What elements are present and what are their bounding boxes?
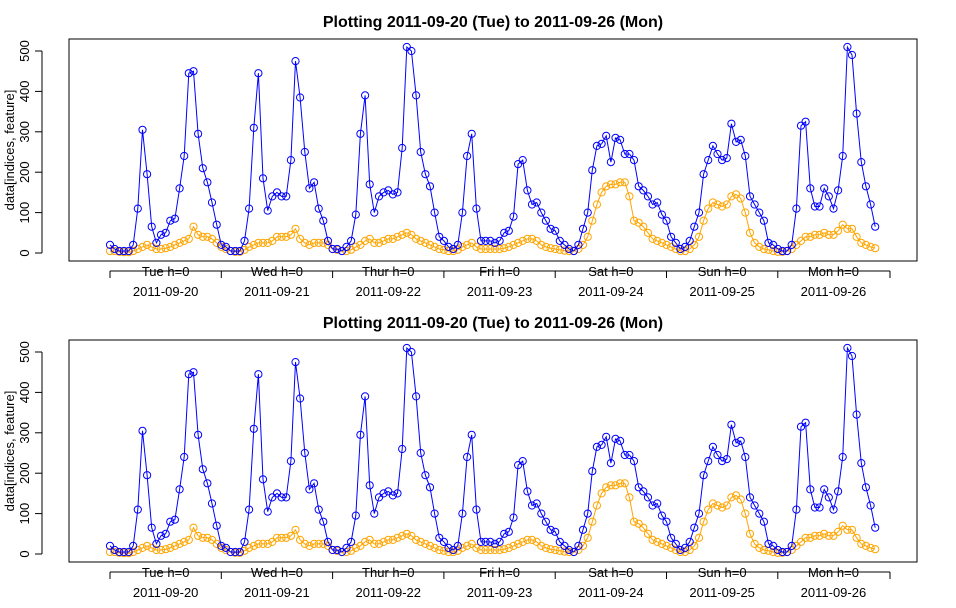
x-tick-label-day: Sat h=0: [588, 565, 633, 580]
x-tick-label-date: 2011-09-26: [801, 585, 867, 600]
y-tick-label: 400: [17, 81, 32, 103]
y-tick-label: 100: [17, 503, 32, 525]
data-point-orange: [872, 245, 879, 252]
plot-frame: [69, 340, 917, 562]
x-tick-label-date: 2011-09-21: [244, 284, 310, 299]
x-tick-label-date: 2011-09-21: [244, 585, 310, 600]
data-point-blue: [872, 524, 879, 531]
x-tick-label-day: Thur h=0: [362, 264, 414, 279]
y-tick-label: 300: [17, 121, 32, 143]
chart-panel-2: Plotting 2011-09-20 (Tue) to 2011-09-26 …: [2, 315, 917, 600]
plot-frame: [69, 39, 917, 261]
x-tick-label-day: Mon h=0: [808, 264, 859, 279]
x-tick-label-day: Sun h=0: [698, 264, 747, 279]
x-tick-label-date: 2011-09-20: [133, 585, 199, 600]
y-tick-label: 300: [17, 422, 32, 444]
x-tick-label-day: Fri h=0: [479, 565, 520, 580]
x-tick-label-date: 2011-09-20: [133, 284, 199, 299]
y-axis-label: data[indices, feature]: [2, 90, 17, 211]
x-tick-label-date: 2011-09-22: [355, 284, 421, 299]
x-tick-label-day: Sat h=0: [588, 264, 633, 279]
x-tick-label-day: Fri h=0: [479, 264, 520, 279]
y-axis-label: data[indices, feature]: [2, 391, 17, 512]
x-tick-label-date: 2011-09-22: [355, 585, 421, 600]
y-tick-label: 400: [17, 382, 32, 404]
x-tick-label-date: 2011-09-24: [578, 585, 644, 600]
chart-panel-1: Plotting 2011-09-20 (Tue) to 2011-09-26 …: [2, 14, 917, 299]
x-tick-label-date: 2011-09-25: [689, 585, 755, 600]
x-tick-label-day: Thur h=0: [362, 565, 414, 580]
y-tick-label: 500: [17, 40, 32, 62]
y-tick-label: 100: [17, 202, 32, 224]
x-tick-label-day: Sun h=0: [698, 565, 747, 580]
x-tick-label-date: 2011-09-26: [801, 284, 867, 299]
x-tick-label-day: Tue h=0: [142, 264, 190, 279]
y-tick-label: 200: [17, 161, 32, 183]
y-tick-label: 0: [17, 550, 32, 557]
y-tick-label: 200: [17, 462, 32, 484]
chart-title: Plotting 2011-09-20 (Tue) to 2011-09-26 …: [323, 315, 663, 332]
x-tick-label-day: Wed h=0: [251, 565, 303, 580]
y-tick-label: 500: [17, 341, 32, 363]
x-tick-label-date: 2011-09-23: [467, 284, 533, 299]
x-tick-label-day: Mon h=0: [808, 565, 859, 580]
x-tick-label-day: Tue h=0: [142, 565, 190, 580]
x-tick-label-date: 2011-09-24: [578, 284, 644, 299]
x-tick-label-day: Wed h=0: [251, 264, 303, 279]
x-tick-label-date: 2011-09-25: [689, 284, 755, 299]
data-point-orange: [872, 546, 879, 553]
x-tick-label-date: 2011-09-23: [467, 585, 533, 600]
chart-title: Plotting 2011-09-20 (Tue) to 2011-09-26 …: [323, 14, 663, 31]
y-tick-label: 0: [17, 249, 32, 256]
